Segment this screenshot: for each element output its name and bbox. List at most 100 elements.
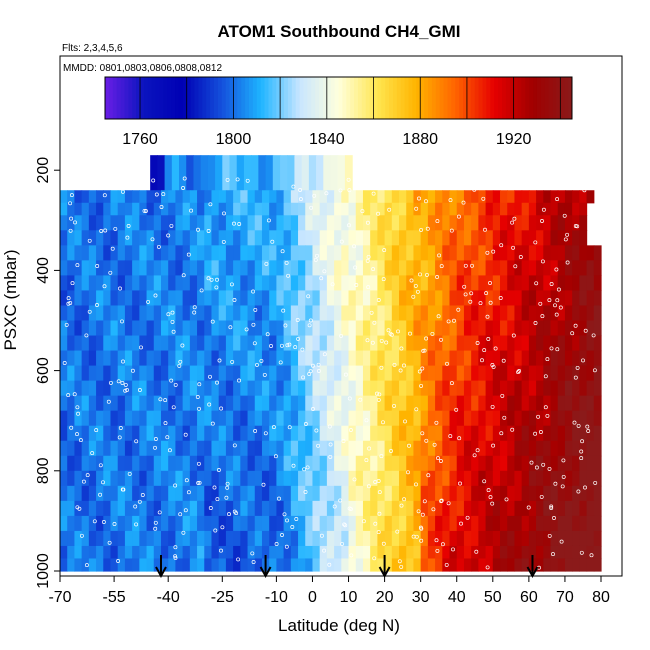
field-cell (132, 515, 140, 532)
field-cell (442, 530, 451, 547)
field-cell (247, 558, 256, 572)
sample-point (251, 322, 256, 327)
field-cell (283, 545, 292, 560)
field-cell (117, 558, 126, 572)
field-cell (261, 440, 270, 457)
field-cell (500, 410, 508, 427)
field-cell (88, 305, 97, 322)
field-cell (564, 380, 573, 397)
field-cell (586, 190, 595, 204)
sample-point (338, 188, 343, 193)
field-cell (298, 230, 306, 246)
field-cell (507, 440, 516, 457)
field-cell (146, 260, 155, 277)
field-cell (348, 545, 357, 560)
field-cell (247, 470, 256, 487)
sample-point (372, 556, 377, 561)
field-cell (280, 155, 288, 191)
field-cell (160, 380, 169, 397)
sample-point (348, 507, 353, 512)
field-cell (175, 470, 184, 487)
sample-point (285, 343, 290, 348)
field-cell (96, 380, 104, 397)
field-cell (399, 350, 407, 367)
field-cell (218, 245, 227, 261)
field-cell (399, 395, 407, 412)
field-cell (197, 320, 205, 337)
field-cell (168, 500, 177, 517)
field-cell (204, 275, 213, 292)
colorbar-swatch (182, 77, 188, 119)
colorbar-swatch (439, 77, 445, 119)
field-cell (150, 155, 158, 191)
field-cell (88, 245, 97, 261)
field-cell (175, 545, 184, 560)
sample-point (309, 205, 314, 210)
field-cell (420, 380, 429, 397)
field-cell (550, 202, 559, 216)
field-cell (492, 260, 501, 277)
field-cell (435, 530, 443, 547)
sample-point (229, 282, 234, 287)
field-cell (290, 260, 299, 277)
field-cell (536, 380, 544, 397)
field-cell (341, 190, 350, 204)
sample-point (208, 202, 213, 207)
field-cell (218, 230, 227, 246)
field-cell (211, 380, 220, 397)
field-cell (312, 275, 321, 292)
field-cell (182, 440, 191, 457)
field-cell (60, 530, 68, 547)
field-cell (348, 380, 357, 397)
sample-point (516, 370, 521, 375)
field-cell (334, 215, 342, 231)
sample-point (197, 382, 202, 387)
field-cell (103, 500, 112, 517)
field-cell (276, 380, 285, 397)
field-cell (319, 545, 328, 560)
field-cell (153, 485, 162, 502)
colorbar-swatch (408, 77, 413, 119)
field-cell (435, 202, 443, 216)
field-cell (182, 275, 191, 292)
sample-point (290, 525, 295, 529)
field-cell (146, 230, 155, 246)
field-cell (290, 558, 299, 572)
field-cell (254, 335, 263, 352)
field-cell (586, 485, 595, 502)
field-cell (67, 425, 76, 442)
colorbar-swatch (369, 77, 375, 119)
field-cell (132, 305, 140, 322)
sample-point (347, 396, 352, 401)
field-cell (74, 455, 83, 472)
field-cell (283, 260, 292, 277)
field-cell (355, 320, 364, 337)
field-cell (463, 350, 472, 367)
field-cell (243, 155, 252, 191)
sample-point (217, 358, 222, 363)
field-cell (550, 335, 559, 352)
field-cell (312, 470, 321, 487)
field-cell (139, 245, 148, 261)
field-cell (550, 190, 559, 204)
colorbar-swatch (322, 77, 328, 119)
field-cell (179, 155, 187, 191)
sample-point (381, 185, 385, 190)
field-cell (330, 155, 339, 191)
field-cell (550, 365, 559, 382)
field-cell (478, 500, 487, 517)
sample-point (457, 436, 462, 441)
sample-point (72, 392, 77, 397)
field-cell (579, 500, 588, 517)
field-cell (521, 230, 530, 246)
field-cell (471, 500, 479, 517)
field-cell (276, 395, 285, 412)
field-cell (139, 545, 148, 560)
colorbar-swatch (424, 77, 429, 119)
sample-point (173, 554, 178, 559)
field-cell (485, 190, 494, 204)
sample-point (328, 442, 333, 447)
x-tick-label: -40 (157, 589, 180, 606)
field-cell (348, 260, 357, 277)
field-cell (572, 365, 580, 382)
